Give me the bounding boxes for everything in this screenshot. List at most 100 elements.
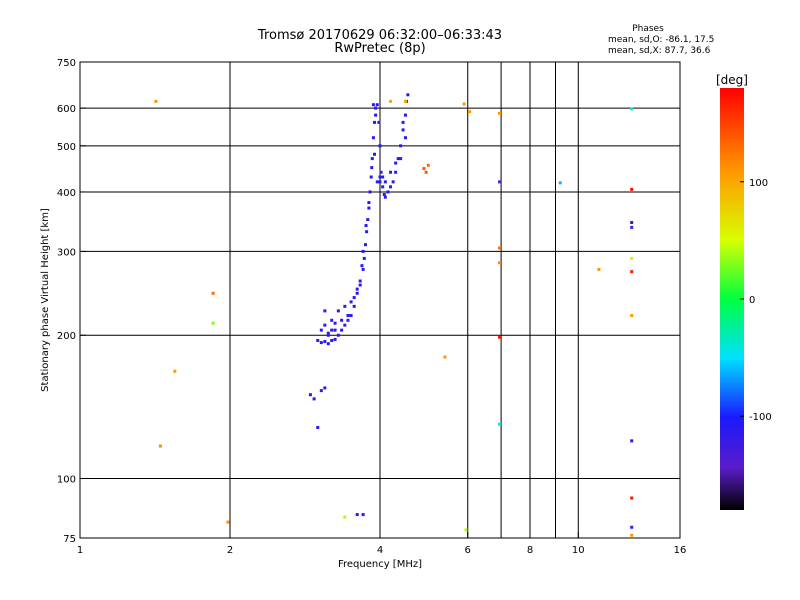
data-point bbox=[403, 99, 407, 103]
chart-title: Tromsø 20170629 06:32:00–06:33:43 bbox=[257, 28, 502, 43]
data-point-trace bbox=[330, 328, 334, 332]
data-point-trace bbox=[361, 513, 365, 517]
data-point-trace bbox=[333, 321, 337, 325]
data-point bbox=[630, 225, 634, 229]
data-point bbox=[630, 256, 634, 260]
x-tick-label: 4 bbox=[377, 545, 383, 556]
data-point bbox=[630, 496, 634, 500]
data-point-trace bbox=[375, 180, 379, 184]
data-point-trace bbox=[379, 170, 383, 174]
data-point-trace bbox=[349, 314, 353, 318]
y-tick-label: 600 bbox=[57, 104, 76, 115]
data-point-trace bbox=[323, 309, 327, 313]
x-axis-label: Frequency [MHz] bbox=[338, 559, 422, 570]
data-point-trace bbox=[346, 318, 350, 322]
data-point-trace bbox=[403, 136, 407, 140]
data-point-trace bbox=[360, 264, 364, 268]
data-point-trace bbox=[369, 175, 373, 179]
data-point bbox=[630, 270, 634, 274]
data-point-trace bbox=[377, 120, 381, 124]
y-tick-label: 500 bbox=[57, 142, 76, 153]
data-point-trace bbox=[399, 157, 403, 161]
data-point bbox=[498, 246, 502, 250]
data-point-trace bbox=[336, 309, 340, 313]
data-point-trace bbox=[308, 393, 312, 397]
data-point-trace bbox=[383, 195, 387, 199]
data-point-trace bbox=[326, 333, 330, 337]
data-point-trace bbox=[316, 338, 320, 342]
data-point bbox=[558, 181, 562, 185]
data-point bbox=[462, 102, 466, 106]
x-tick-label: 16 bbox=[674, 545, 687, 556]
data-point-trace bbox=[386, 190, 390, 194]
data-point-trace bbox=[378, 144, 382, 148]
x-tick-label: 6 bbox=[465, 545, 471, 556]
colorbar-tick-label: -100 bbox=[749, 412, 772, 423]
data-point-trace bbox=[374, 106, 378, 110]
data-point-trace bbox=[319, 328, 323, 332]
data-point-trace bbox=[352, 304, 356, 308]
axis-ticks: 1 2 4 6 8 10 16 75 100 200 300 400 500 600 750 bbox=[57, 58, 686, 556]
y-tick-label: 200 bbox=[57, 331, 76, 342]
data-point-trace bbox=[370, 166, 374, 170]
data-point bbox=[498, 180, 502, 184]
data-point-trace bbox=[330, 338, 334, 342]
data-point-trace bbox=[399, 144, 403, 148]
data-point bbox=[630, 107, 634, 111]
y-tick-label: 75 bbox=[63, 534, 76, 545]
y-tick-label: 100 bbox=[57, 475, 76, 486]
data-point-trace bbox=[358, 279, 362, 283]
data-point-trace bbox=[340, 328, 344, 332]
data-point-trace bbox=[389, 170, 393, 174]
y-tick-label: 750 bbox=[57, 58, 76, 69]
data-point-trace bbox=[378, 180, 382, 184]
data-point-trace bbox=[367, 201, 371, 205]
data-point-trace bbox=[362, 256, 366, 260]
data-point bbox=[343, 515, 347, 519]
data-point-trace bbox=[371, 103, 375, 107]
data-point-trace bbox=[363, 243, 367, 247]
data-point-trace bbox=[333, 337, 337, 341]
data-point-trace bbox=[326, 331, 330, 335]
data-point-trace bbox=[381, 185, 385, 189]
data-point-trace bbox=[323, 323, 327, 327]
data-point bbox=[630, 439, 634, 443]
data-point-trace bbox=[343, 323, 347, 327]
data-point-trace bbox=[366, 218, 370, 222]
data-point-trace bbox=[378, 175, 382, 179]
data-point bbox=[468, 110, 472, 114]
data-point bbox=[443, 355, 447, 359]
x-tick-label: 2 bbox=[227, 545, 233, 556]
data-point bbox=[630, 314, 634, 318]
data-point-trace bbox=[371, 136, 375, 140]
data-points bbox=[154, 93, 634, 537]
data-point bbox=[422, 167, 426, 171]
data-point bbox=[173, 369, 177, 373]
data-point-trace bbox=[361, 267, 365, 271]
data-point bbox=[316, 425, 320, 429]
data-point-trace bbox=[381, 175, 385, 179]
data-point-trace bbox=[383, 180, 387, 184]
data-point-trace bbox=[394, 170, 398, 174]
data-point-trace bbox=[396, 157, 400, 161]
data-point bbox=[597, 267, 601, 271]
data-point-trace bbox=[373, 152, 377, 156]
data-point-trace bbox=[346, 314, 350, 318]
data-point-trace bbox=[374, 113, 378, 117]
data-point-trace bbox=[319, 389, 323, 393]
y-tick-label: 300 bbox=[57, 247, 76, 258]
data-point bbox=[464, 528, 468, 532]
data-point-trace bbox=[391, 180, 395, 184]
y-tick-label: 400 bbox=[57, 188, 76, 199]
data-point-trace bbox=[367, 206, 371, 210]
data-point-trace bbox=[355, 513, 359, 517]
data-point-trace bbox=[312, 397, 316, 401]
data-point bbox=[426, 163, 430, 167]
data-point-trace bbox=[370, 157, 374, 161]
data-point-trace bbox=[365, 230, 369, 234]
colorbar-label: [deg] bbox=[716, 73, 748, 87]
x-tick-label: 10 bbox=[572, 545, 585, 556]
data-point-trace bbox=[323, 340, 327, 344]
data-point bbox=[630, 187, 634, 191]
